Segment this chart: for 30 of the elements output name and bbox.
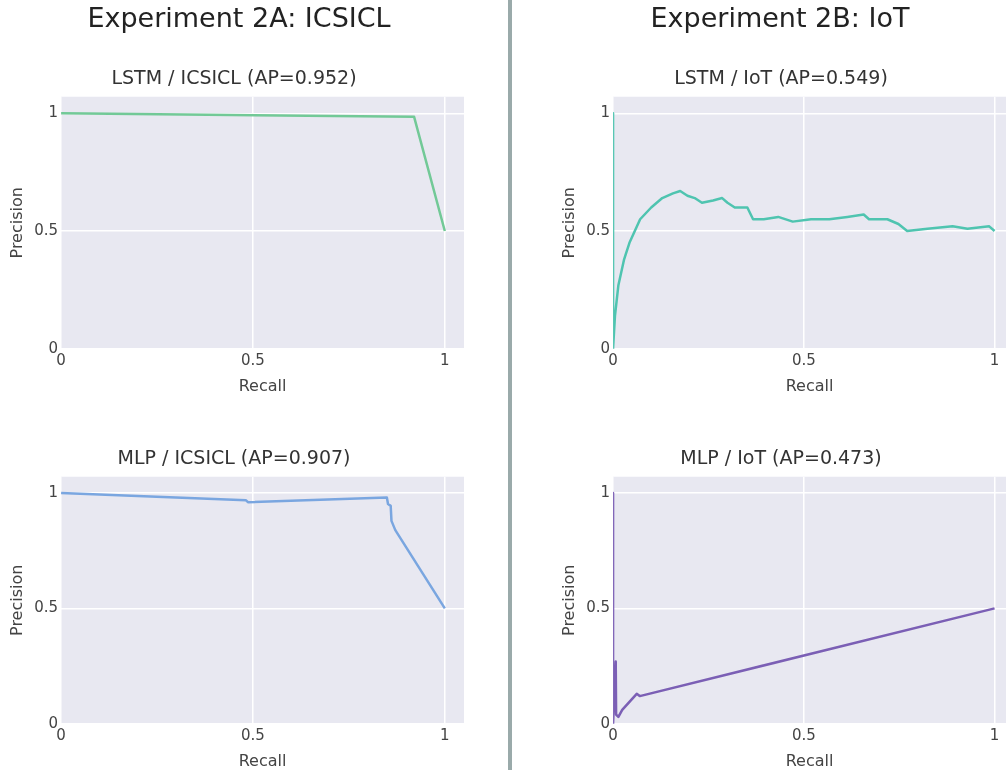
x-axis-title: Recall bbox=[785, 375, 834, 395]
y-axis-title: Precision bbox=[558, 187, 578, 259]
x-tick-label: 0.5 bbox=[241, 350, 265, 369]
x-axis-title: Recall bbox=[238, 375, 287, 395]
y-tick-label: 0.5 bbox=[34, 598, 59, 617]
x-tick-label: 1 bbox=[440, 725, 450, 744]
y-tick-label: 1 bbox=[48, 103, 59, 122]
chart-title: MLP / IoT (AP=0.473) bbox=[680, 446, 882, 469]
y-tick-label: 1 bbox=[600, 103, 611, 122]
chart-title: LSTM / IoT (AP=0.549) bbox=[674, 66, 888, 89]
y-tick-label: 0.5 bbox=[586, 220, 611, 239]
chart-title: LSTM / ICSICL (AP=0.952) bbox=[111, 66, 357, 89]
y-tick-label: 1 bbox=[48, 482, 59, 501]
x-axis-title: Recall bbox=[785, 750, 834, 770]
x-tick-label: 1 bbox=[989, 350, 1000, 369]
y-axis-title: Precision bbox=[6, 564, 26, 636]
x-tick-label: 1 bbox=[440, 350, 450, 369]
y-tick-label: 0.5 bbox=[586, 598, 611, 617]
x-tick-label: 1 bbox=[989, 725, 1000, 744]
chart-title: MLP / ICSICL (AP=0.907) bbox=[117, 446, 351, 469]
y-tick-label: 0.5 bbox=[34, 220, 59, 239]
x-tick-label: 0.5 bbox=[241, 725, 265, 744]
y-tick-label: 1 bbox=[600, 482, 611, 501]
chart-subtitle: Experiment 2B: IoT bbox=[649, 2, 911, 33]
x-tick-label: 0.5 bbox=[791, 350, 816, 369]
chart-subtitle: Experiment 2A: ICSICL bbox=[86, 2, 392, 33]
y-axis-title: Precision bbox=[558, 564, 578, 636]
x-axis-title: Recall bbox=[238, 750, 287, 770]
y-axis-title: Precision bbox=[6, 187, 26, 259]
x-tick-label: 0.5 bbox=[791, 725, 816, 744]
